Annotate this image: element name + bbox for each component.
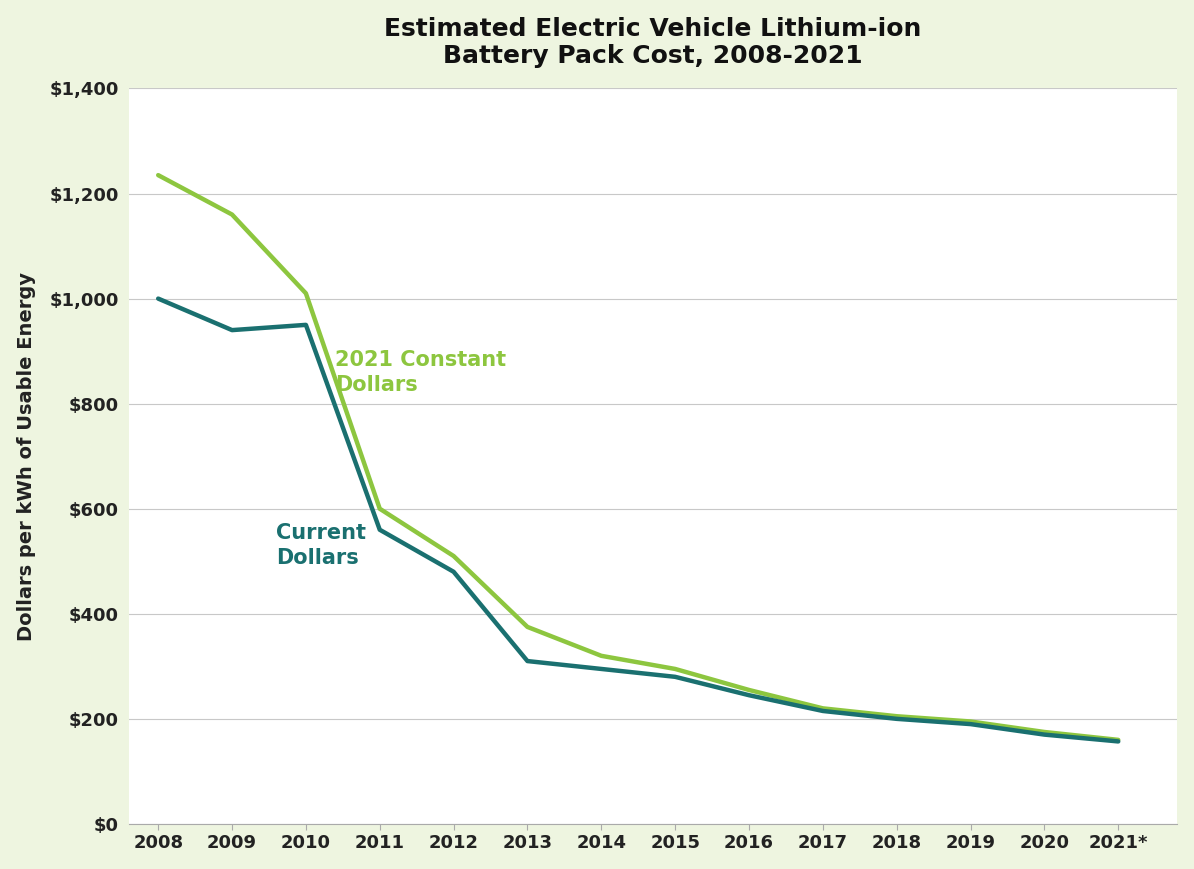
Title: Estimated Electric Vehicle Lithium-ion
Battery Pack Cost, 2008-2021: Estimated Electric Vehicle Lithium-ion B… <box>384 17 922 69</box>
Text: Current
Dollars: Current Dollars <box>276 523 367 568</box>
Y-axis label: Dollars per kWh of Usable Energy: Dollars per kWh of Usable Energy <box>17 272 36 640</box>
Text: 2021 Constant
Dollars: 2021 Constant Dollars <box>336 349 506 395</box>
